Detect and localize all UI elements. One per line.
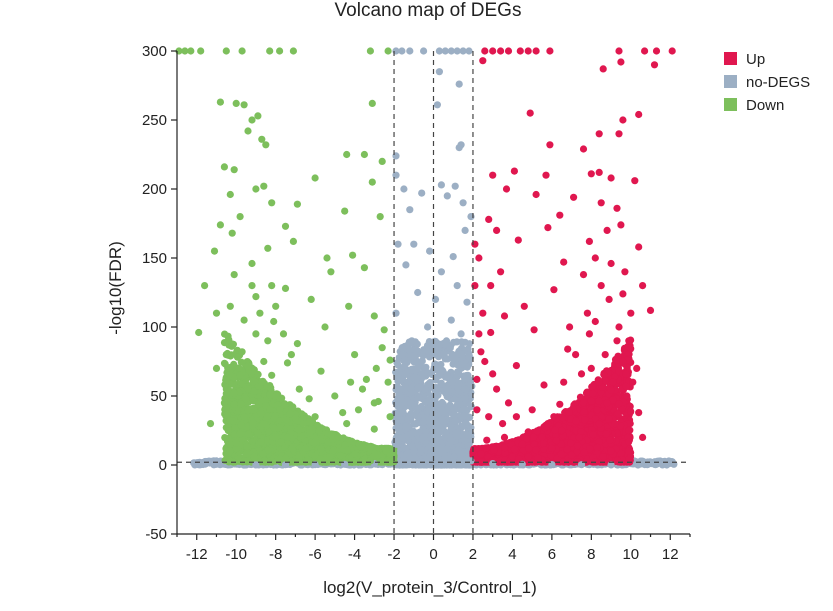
point-no-degs-cloud (423, 341, 432, 350)
chart-title: Volcano map of DEGs (335, 0, 522, 21)
point-no-degs-cloud (392, 368, 400, 376)
point-down-cloud (254, 429, 262, 437)
point-no-degs-cloud (461, 338, 469, 346)
point-down-cloud (270, 424, 278, 432)
point-no-degs-cloud (437, 380, 445, 388)
point-no-degs-cloud (415, 394, 424, 402)
data-points (175, 47, 678, 469)
point-no-degs-cloud (462, 385, 470, 393)
point-down-cloud (244, 362, 252, 370)
point-down-cloud (254, 370, 262, 378)
point-down-cloud (237, 400, 245, 408)
point-down-cloud (230, 400, 238, 408)
point-no-degs-cloud (404, 437, 412, 445)
point-down-cloud (244, 430, 253, 438)
point-down-cloud (242, 450, 250, 458)
point-down-cloud (357, 443, 366, 451)
point-no-degs-cloud (416, 383, 424, 391)
point-down-cloud (221, 360, 229, 368)
point-down-cloud (266, 405, 274, 413)
point-no-degs-cloud (442, 428, 450, 436)
point-down-cloud (226, 440, 234, 448)
point-down-cloud (226, 447, 234, 455)
point-no-degs-cloud (426, 442, 434, 451)
point-no-degs-cloud (462, 412, 470, 420)
point-no-degs-cloud (407, 399, 415, 407)
point-no-degs-cloud (461, 375, 469, 383)
point-no-degs-cloud (445, 374, 453, 383)
point-down-cloud (235, 364, 243, 372)
point-no-degs-cloud (438, 415, 446, 423)
point-no-degs-cloud (645, 459, 653, 467)
point-down-cloud (306, 429, 314, 437)
point-down-cloud (240, 457, 248, 465)
point-down-cloud (267, 384, 275, 392)
point-down-cloud (260, 457, 269, 465)
point-down-cloud (343, 446, 351, 454)
point-no-degs-cloud (413, 365, 422, 373)
point-no-degs-cloud (417, 446, 425, 454)
point-down-cloud (378, 457, 386, 465)
point-down-cloud (310, 439, 318, 447)
point-no-degs-cloud (637, 457, 645, 465)
point-no-degs-cloud (407, 385, 415, 393)
point-down-cloud (271, 412, 279, 420)
point-no-degs-cloud (453, 338, 461, 346)
point-no-degs-cloud (417, 402, 426, 411)
point-down-cloud (317, 445, 325, 453)
point-no-degs-cloud (411, 420, 419, 428)
point-down-cloud (257, 409, 265, 417)
point-down-cloud (224, 427, 232, 435)
point-no-degs-cloud (407, 351, 415, 360)
point-no-degs-cloud (395, 390, 403, 398)
point-down-cloud (249, 397, 257, 405)
point-no-degs-cloud (403, 359, 411, 367)
point-no-degs-cloud (398, 344, 406, 352)
point-no-degs-cloud (452, 351, 460, 359)
point-down-cloud (237, 421, 245, 429)
point-no-degs-cloud (450, 453, 458, 461)
point-down-cloud (257, 438, 265, 446)
point-no-degs-cloud (455, 379, 463, 387)
point-down-cloud (236, 430, 244, 438)
point-no-degs-cloud (459, 360, 467, 368)
point-down-cloud (221, 434, 229, 442)
point-no-degs-cloud (453, 429, 461, 437)
point-down-cloud (243, 443, 251, 451)
point-down-cloud (249, 377, 257, 385)
point-down-cloud (388, 457, 396, 465)
point-no-degs-cloud (462, 420, 470, 428)
point-down-cloud (226, 371, 234, 379)
point-down-cloud (336, 452, 345, 460)
point-down-cloud (295, 426, 303, 434)
point-no-degs-cloud (440, 350, 448, 358)
point-down-cloud (288, 445, 296, 453)
point-no-degs-cloud (198, 460, 206, 468)
point-no-degs-cloud (431, 344, 439, 352)
point-no-degs-cloud (428, 370, 436, 379)
point-down-cloud (226, 416, 234, 425)
point-no-degs-cloud (212, 457, 220, 465)
point-down-cloud (311, 452, 319, 460)
